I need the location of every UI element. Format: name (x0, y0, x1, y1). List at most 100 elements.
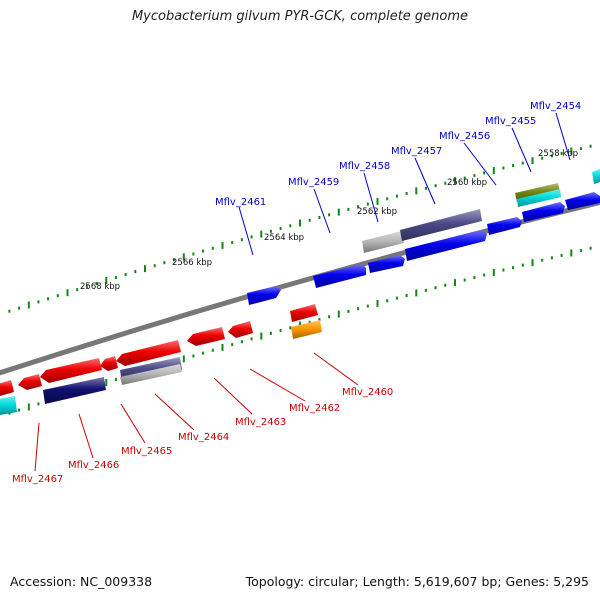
tick-mark (463, 176, 466, 180)
tick-mark (454, 177, 456, 185)
gene-arrow-forward[interactable] (362, 231, 404, 253)
scale-labels: 2558 kbp 2560 kbp 2562 kbp 2564 kbp 2566… (80, 149, 578, 292)
label-leader-line (213, 377, 253, 415)
tick-mark (434, 286, 437, 290)
gene-arrow-reverse[interactable] (291, 320, 322, 339)
tick-mark (27, 301, 30, 309)
accession-text: Accession: NC_009338 (10, 574, 153, 589)
gene-arrow-reverse[interactable] (100, 356, 118, 371)
tick-mark (114, 378, 117, 381)
gene-arrow-forward[interactable] (400, 209, 482, 241)
gene-arrow-reverse[interactable] (116, 340, 181, 366)
gene-arrow-forward[interactable] (313, 264, 366, 288)
tick-mark (318, 318, 321, 321)
gene-arrow-forward[interactable] (368, 255, 405, 273)
tick-mark (144, 265, 146, 273)
scale-label: 2568 kbp (80, 282, 120, 292)
tick-mark (570, 147, 573, 155)
tick-mark (395, 194, 398, 198)
gene-label-forward[interactable]: Mflv_2461 (215, 197, 266, 208)
gene-arrow-forward[interactable] (565, 192, 600, 210)
gene-label-forward[interactable]: Mflv_2454 (530, 101, 581, 112)
tick-mark (37, 300, 40, 304)
gene-arrow-reverse[interactable] (228, 321, 253, 338)
tick-mark (521, 263, 524, 267)
tick-mark (357, 205, 360, 209)
gene-arrow-forward[interactable] (592, 169, 600, 184)
label-leader-line (34, 422, 40, 472)
tick-mark (424, 288, 427, 292)
label-leader-line (555, 112, 571, 161)
tick-mark (473, 276, 476, 280)
gene-label-reverse[interactable]: Mflv_2465 (121, 446, 172, 457)
gene-label-reverse[interactable]: Mflv_2464 (178, 432, 229, 443)
genome-backbone (0, 199, 600, 376)
gene-arrow-forward[interactable] (247, 286, 281, 305)
gene-label-reverse[interactable]: Mflv_2467 (12, 474, 63, 485)
tick-mark (560, 151, 563, 155)
tick-mark (202, 249, 205, 253)
tick-mark (211, 246, 214, 250)
gene-arrow-forward[interactable] (517, 189, 561, 207)
label-leader-line (363, 172, 379, 223)
tick-mark (579, 147, 582, 151)
gene-arrow-reverse[interactable] (43, 377, 106, 404)
tick-mark (173, 258, 176, 262)
tick-mark (531, 157, 534, 165)
tick-mark (347, 309, 350, 313)
tick-mark (289, 326, 292, 330)
gene-arrow-reverse[interactable] (18, 374, 42, 390)
scale-label: 2558 kbp (538, 149, 578, 159)
tick-mark (192, 354, 195, 358)
gene-arrow-reverse[interactable] (0, 396, 17, 415)
gene-arrow-reverse[interactable] (120, 364, 182, 385)
gene-label-reverse[interactable]: Mflv_2463 (235, 417, 286, 428)
tick-mark (502, 268, 505, 272)
label-leader-line (120, 403, 146, 444)
tick-mark (221, 343, 224, 351)
tick-mark (269, 331, 272, 335)
gene-label-forward[interactable]: Mflv_2458 (339, 161, 390, 172)
tick-mark (550, 256, 553, 260)
tick-mark (357, 307, 360, 311)
tick-mark (260, 332, 263, 340)
gene-arrow-reverse[interactable] (40, 358, 102, 383)
gene-label-forward[interactable]: Mflv_2459 (288, 177, 339, 188)
tick-mark (560, 253, 563, 257)
tick-mark (240, 238, 243, 242)
gene-label-forward[interactable]: Mflv_2456 (439, 131, 490, 142)
tick-mark (114, 276, 117, 279)
tick-mark (308, 218, 311, 222)
tick-mark (231, 343, 234, 347)
map-title: Mycobacterium gilvum PYR-GCK, complete g… (131, 9, 469, 24)
label-leader-line (313, 352, 359, 386)
tick-mark (376, 197, 379, 205)
tick-mark (18, 306, 21, 310)
tick-mark (182, 253, 185, 261)
gene-label-reverse[interactable]: Mflv_2462 (289, 403, 340, 414)
gene-arrow-forward[interactable] (405, 230, 487, 261)
tick-mark (434, 184, 437, 188)
tick-mark (76, 288, 79, 292)
tick-mark (405, 192, 408, 195)
gene-arrow-reverse[interactable] (290, 304, 318, 322)
scale-label: 2562 kbp (357, 207, 397, 217)
tick-mark (134, 270, 137, 274)
tick-mark (328, 315, 331, 319)
label-leader-line (78, 413, 94, 459)
gene-label-forward[interactable]: Mflv_2455 (485, 116, 536, 127)
gene-label-reverse[interactable]: Mflv_2460 (342, 387, 393, 398)
gene-label-reverse[interactable]: Mflv_2466 (68, 460, 119, 471)
gene-arrow-forward[interactable] (522, 202, 565, 222)
tick-mark (105, 277, 108, 284)
tick-mark (541, 156, 544, 160)
gene-arrow-forward[interactable] (487, 217, 522, 235)
gene-label-forward[interactable]: Mflv_2457 (391, 146, 442, 157)
gene-arrow-reverse[interactable] (187, 327, 225, 346)
tick-mark (473, 174, 476, 178)
tick-mark (492, 269, 495, 276)
tick-mark (308, 320, 311, 324)
tick-mark (163, 261, 166, 265)
gene-arrow-reverse[interactable] (0, 380, 14, 396)
